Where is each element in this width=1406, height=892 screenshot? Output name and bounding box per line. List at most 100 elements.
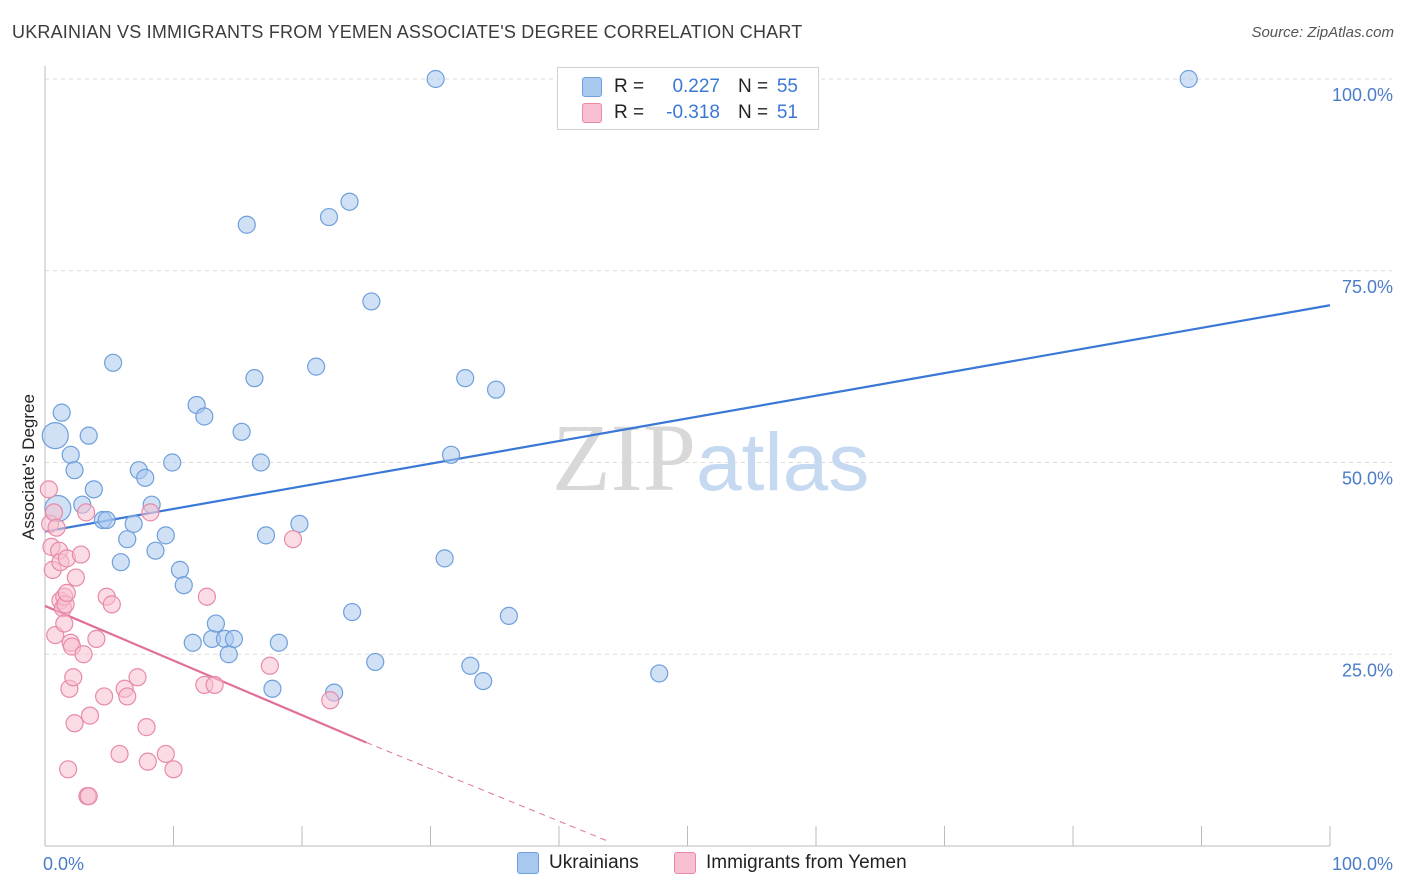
point-yemen [77,503,96,522]
bottom-legend-label-yemen: Immigrants from Yemen [706,852,907,873]
point-yemen [164,760,183,779]
point-ukrainians [441,445,461,464]
point-yemen [66,568,85,587]
point-yemen [283,530,303,549]
y-axis-label: Associate's Degree [19,394,38,540]
point-ukrainians [474,671,493,691]
point-yemen [321,691,340,710]
point-ukrainians [163,453,182,472]
point-yemen [87,629,106,649]
point-ukrainians [256,526,276,545]
trend-lines [44,304,1331,843]
point-ukrainians [290,514,309,533]
bottom-legend: Ukrainians Immigrants from Yemen [0,852,1406,878]
bottom-legend-ukrainians: Ukrainians [517,852,639,874]
point-yemen [47,518,66,537]
point-ukrainians [97,510,116,530]
point-ukrainians [219,645,238,664]
y-tick-label: 75.0% [1342,277,1393,297]
point-ukrainians [426,69,445,89]
point-yemen [64,668,83,687]
grid-lines [45,78,1392,655]
point-ukrainians [146,541,165,560]
point-ukrainians [124,514,143,533]
bottom-legend-swatch-yemen [674,852,696,874]
point-yemen [80,706,100,725]
y-tick-label: 25.0% [1342,660,1393,680]
legend-swatch-yemen [582,103,602,123]
point-ukrainians [366,652,385,672]
point-ukrainians [251,453,270,472]
point-ukrainians [435,549,454,568]
point-ukrainians [65,461,84,480]
point-yemen [118,687,137,706]
point-ukrainians [183,633,202,652]
legend-r-value: 0.227 [672,76,720,97]
point-ukrainians [170,560,190,579]
bottom-legend-swatch-ukrainians [517,852,539,874]
point-ukrainians [362,292,381,311]
point-ukrainians [174,576,193,595]
legend-n-label: N = [738,102,769,123]
point-yemen [110,744,129,764]
trend-line-yemen [366,741,611,843]
point-ukrainians [1179,69,1198,89]
chart-title: UKRAINIAN VS IMMIGRANTS FROM YEMEN ASSOC… [12,22,803,42]
point-ukrainians [232,422,251,441]
point-ukrainians [52,403,71,422]
y-tick-label: 50.0% [1342,469,1393,489]
point-yemen [102,595,121,614]
point-ukrainians [461,656,480,675]
point-ukrainians [340,192,359,211]
point-ukrainians [245,369,264,388]
point-yemen [79,787,98,806]
source-label: Source: ZipAtlas.com [1251,24,1394,41]
point-ukrainians [319,207,339,227]
point-ukrainians [269,633,288,652]
point-yemen [57,583,76,602]
point-ukrainians [224,629,243,649]
point-yemen [71,545,91,564]
x-tick-label: 0.0% [43,854,84,874]
point-ukrainians [79,426,98,445]
point-yemen [59,760,78,779]
point-ukrainians [41,422,69,450]
point-ukrainians [156,526,175,545]
point-yemen [138,752,157,771]
legend-r-label: R = [614,102,645,123]
y-tick-label: 100.0% [1332,85,1393,105]
point-ukrainians [499,606,518,626]
point-ukrainians [263,679,282,698]
legend-n-value: 51 [776,102,798,123]
point-yemen [39,480,58,499]
point-yemen [137,718,156,737]
data-points [39,69,1198,806]
bottom-legend-label-ukrainians: Ukrainians [549,852,639,873]
point-yemen [128,668,147,687]
legend-row-yemen: R = -0.318 N = 51 [582,101,798,125]
trend-line-ukrainians [44,304,1331,533]
point-ukrainians [237,215,256,234]
point-ukrainians [650,664,669,683]
point-yemen [95,687,114,706]
watermark: ZIPatlas [552,404,869,511]
trend-line-yemen [44,604,367,744]
tick-labels: 25.0% 50.0% 75.0% 100.0% 0.0% 100.0% [43,85,1393,874]
point-ukrainians [307,357,326,376]
point-yemen [197,587,217,606]
point-ukrainians [136,468,155,487]
point-yemen [141,503,160,522]
point-ukrainians [104,353,123,372]
point-ukrainians [84,480,103,499]
point-ukrainians [486,380,506,399]
legend-r-label: R = [614,76,645,97]
x-tick-label: 100.0% [1332,854,1393,874]
point-yemen [44,503,64,522]
point-yemen [205,675,224,695]
point-yemen [74,645,93,664]
axes [44,66,1331,847]
point-ukrainians [61,445,80,464]
point-ukrainians [456,369,475,388]
legend-n-value: 55 [776,76,798,97]
point-ukrainians [343,602,362,622]
